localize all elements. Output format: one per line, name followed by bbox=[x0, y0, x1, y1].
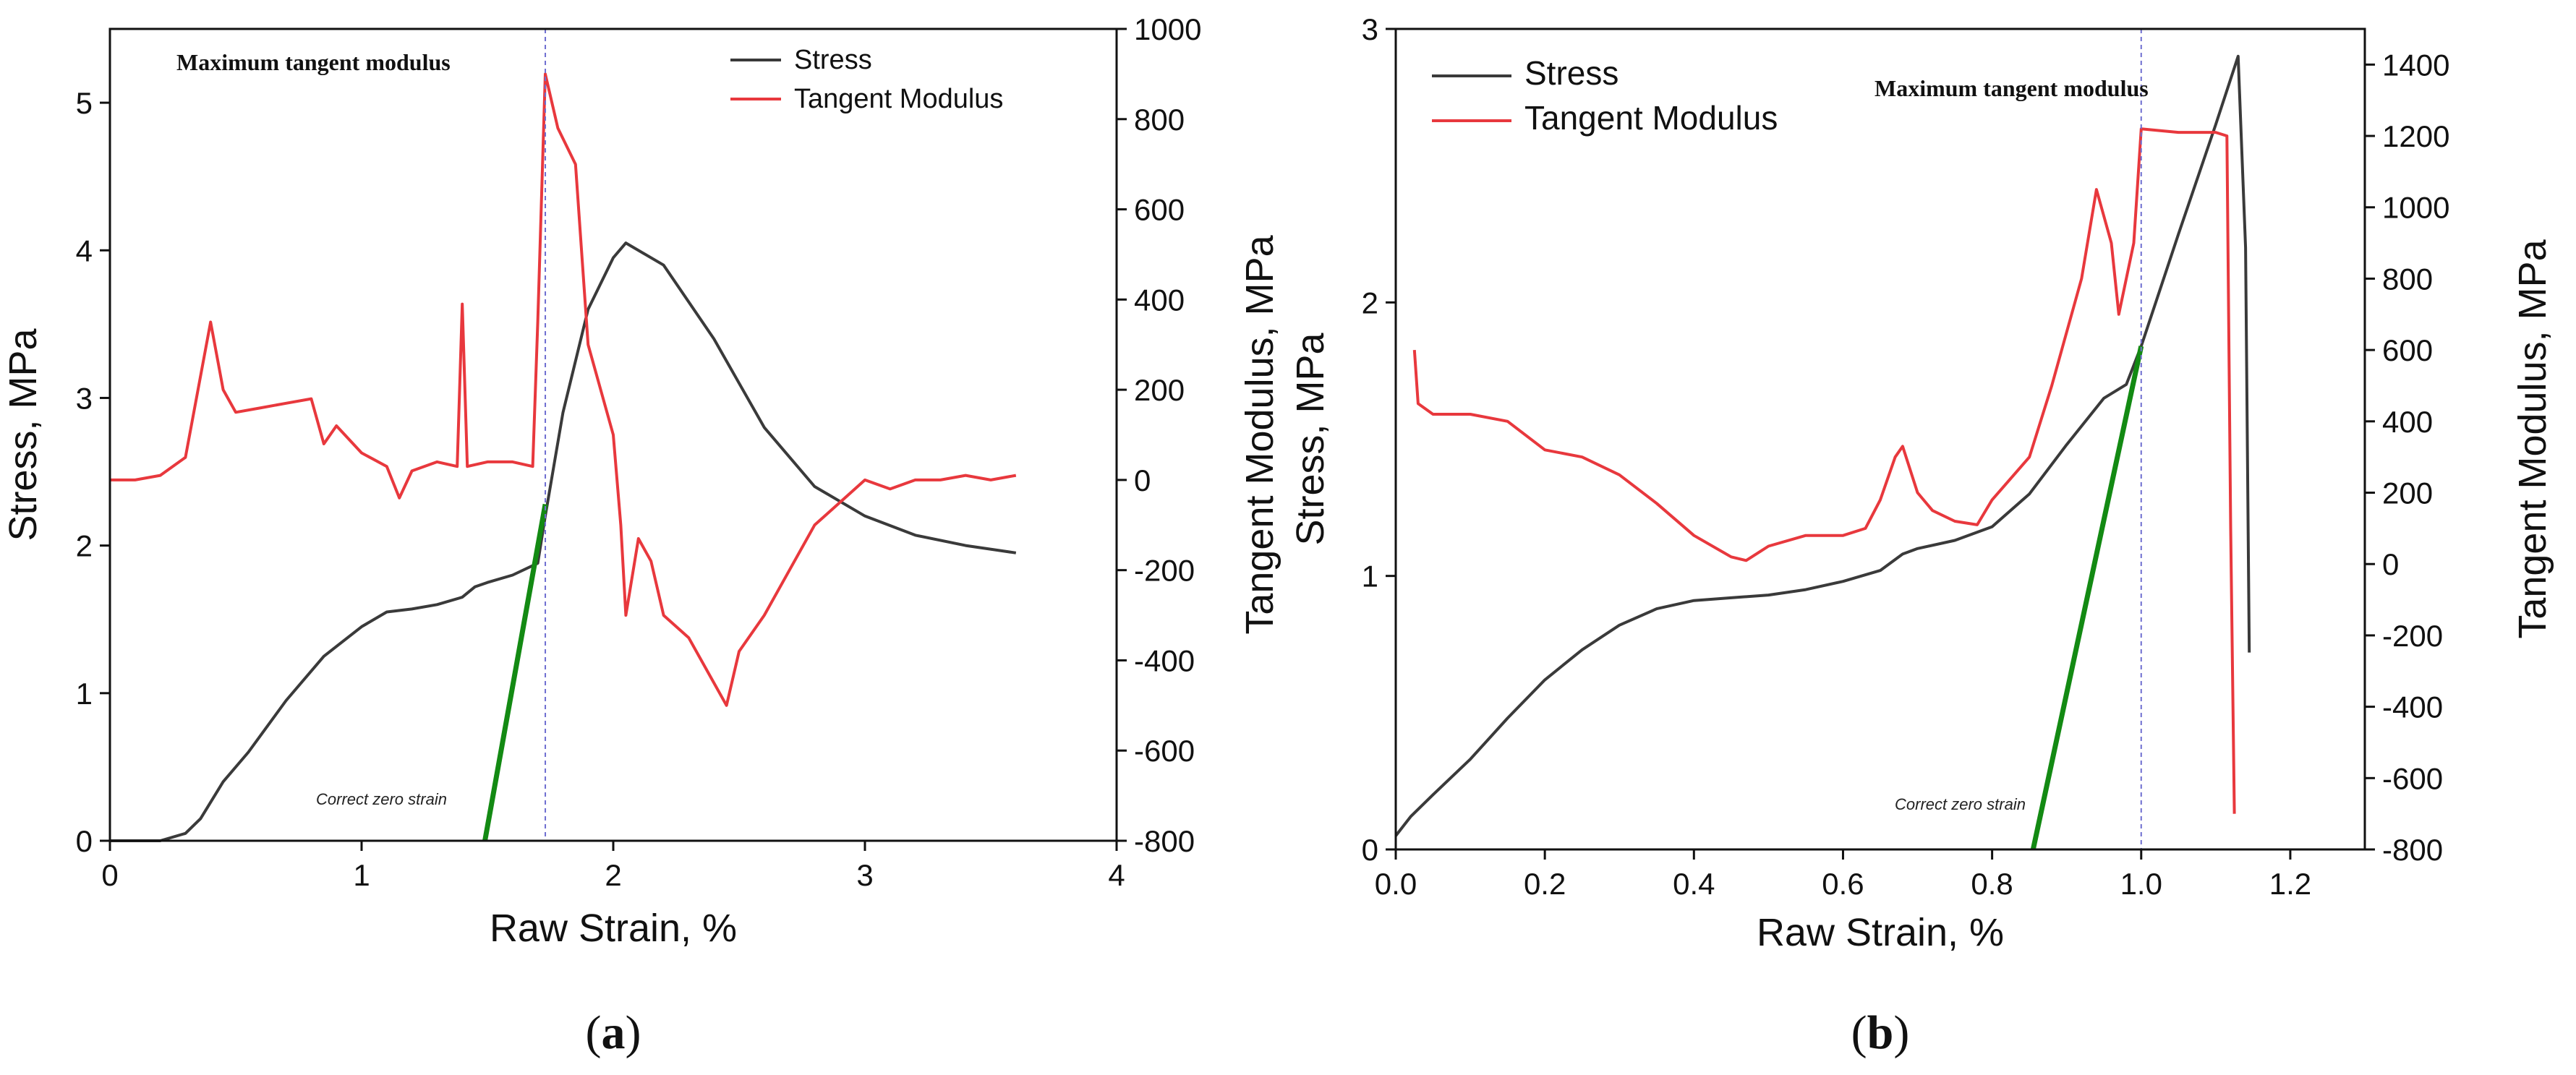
x-tick-label: 4 bbox=[1108, 858, 1125, 892]
y2-tick-label: 400 bbox=[2382, 405, 2433, 439]
stress-line bbox=[110, 241, 1017, 842]
legend-label: Tangent Modulus bbox=[794, 84, 1003, 114]
legend-label: Tangent Modulus bbox=[1524, 99, 1778, 137]
y2-tick-label: -800 bbox=[1134, 824, 1195, 858]
y-tick-label: 5 bbox=[76, 86, 93, 120]
y-tick-label: 1 bbox=[76, 677, 93, 711]
chart-panel-b: 0.0 0.2 0.4 0.6 0.8 1.0 1.2 0 1 2 3 -800 -600 -400 -20… bbox=[1289, 12, 2554, 1059]
zero-strain-tangent-line bbox=[482, 503, 548, 841]
y2-axis-title: Tangent Modulus, MPa bbox=[2511, 239, 2554, 638]
y2-tick-label: 1400 bbox=[2382, 48, 2449, 82]
x-tick-label: 0.0 bbox=[1375, 867, 1417, 901]
y2-tick-label: 200 bbox=[2382, 476, 2433, 510]
y-tick-label: 2 bbox=[76, 529, 93, 563]
chart-panel-a: 0 1 2 3 4 0 1 2 3 4 5 -800 -600 -400 -200 0 200 400 600 800… bbox=[1, 12, 1281, 1059]
y2-tick-label: 600 bbox=[1134, 193, 1185, 227]
max-modulus-annotation: Maximum tangent modulus bbox=[176, 49, 451, 75]
panel-caption-letter: a bbox=[602, 1006, 626, 1059]
y2-tick-label: -400 bbox=[1134, 643, 1195, 677]
tangent-modulus-line bbox=[110, 72, 1017, 707]
y2-tick-label: -600 bbox=[2382, 761, 2443, 795]
y2-tick-label: 1200 bbox=[2382, 119, 2449, 153]
x-tick-label: 0 bbox=[101, 858, 118, 892]
x-tick-label: 3 bbox=[856, 858, 873, 892]
y-tick-label: 0 bbox=[76, 824, 93, 858]
legend-label: Stress bbox=[1524, 54, 1618, 92]
zero-strain-annotation: Correct zero strain bbox=[316, 790, 447, 808]
legend-label: Stress bbox=[794, 45, 872, 75]
x-tick-label: 2 bbox=[605, 858, 621, 892]
y-tick-label: 3 bbox=[76, 381, 93, 415]
y2-tick-label: -200 bbox=[2382, 619, 2443, 653]
x-tick-label: 0.8 bbox=[1971, 867, 2013, 901]
y-tick-label: 3 bbox=[1362, 12, 1378, 46]
plot-frame bbox=[1394, 27, 2366, 851]
y2-tick-label: 800 bbox=[2382, 262, 2433, 296]
tangent-modulus-line bbox=[1412, 127, 2236, 814]
y-tick-label: 2 bbox=[1362, 286, 1378, 320]
max-modulus-annotation: Maximum tangent modulus bbox=[1875, 75, 2149, 101]
zero-strain-annotation: Correct zero strain bbox=[1895, 795, 2026, 813]
x-axis-title: Raw Strain, % bbox=[1757, 911, 2004, 954]
y2-tick-label: -800 bbox=[2382, 833, 2443, 867]
y2-axis-title: Tangent Modulus, MPa bbox=[1238, 234, 1281, 634]
x-tick-label: 0.4 bbox=[1673, 867, 1715, 901]
y2-tick-label: -200 bbox=[1134, 554, 1195, 588]
y-tick-label: 1 bbox=[1362, 560, 1378, 594]
y-axis-title: Stress, MPa bbox=[1289, 332, 1332, 545]
stress-line bbox=[1394, 54, 2251, 837]
y2-tick-label: 0 bbox=[1134, 463, 1151, 497]
y2-tick-label: 0 bbox=[2382, 547, 2399, 581]
x-tick-label: 0.6 bbox=[1822, 867, 1864, 901]
x-tick-label: 1 bbox=[353, 858, 370, 892]
panel-caption-letter: b bbox=[1867, 1006, 1894, 1059]
y2-tick-label: 1000 bbox=[2382, 191, 2449, 225]
x-tick-label: 0.2 bbox=[1524, 867, 1566, 901]
x-tick-label: 1.0 bbox=[2120, 867, 2162, 901]
y2-tick-label: 400 bbox=[1134, 283, 1185, 317]
y2-tick-label: 600 bbox=[2382, 333, 2433, 367]
y2-tick-label: 200 bbox=[1134, 373, 1185, 407]
zero-strain-tangent-line bbox=[2030, 346, 2144, 850]
y2-tick-label: -600 bbox=[1134, 734, 1195, 768]
x-tick-label: 1.2 bbox=[2269, 867, 2311, 901]
y2-tick-label: 800 bbox=[1134, 103, 1185, 137]
y2-tick-label: 1000 bbox=[1134, 12, 1201, 46]
y-axis-title: Stress, MPa bbox=[1, 327, 45, 541]
y-tick-label: 0 bbox=[1362, 833, 1378, 867]
panel-caption: (a) bbox=[586, 1006, 641, 1059]
panel-caption: (b) bbox=[1851, 1006, 1910, 1059]
y-tick-label: 4 bbox=[76, 234, 93, 267]
y2-tick-label: -400 bbox=[2382, 690, 2443, 724]
x-axis-title: Raw Strain, % bbox=[490, 907, 737, 950]
